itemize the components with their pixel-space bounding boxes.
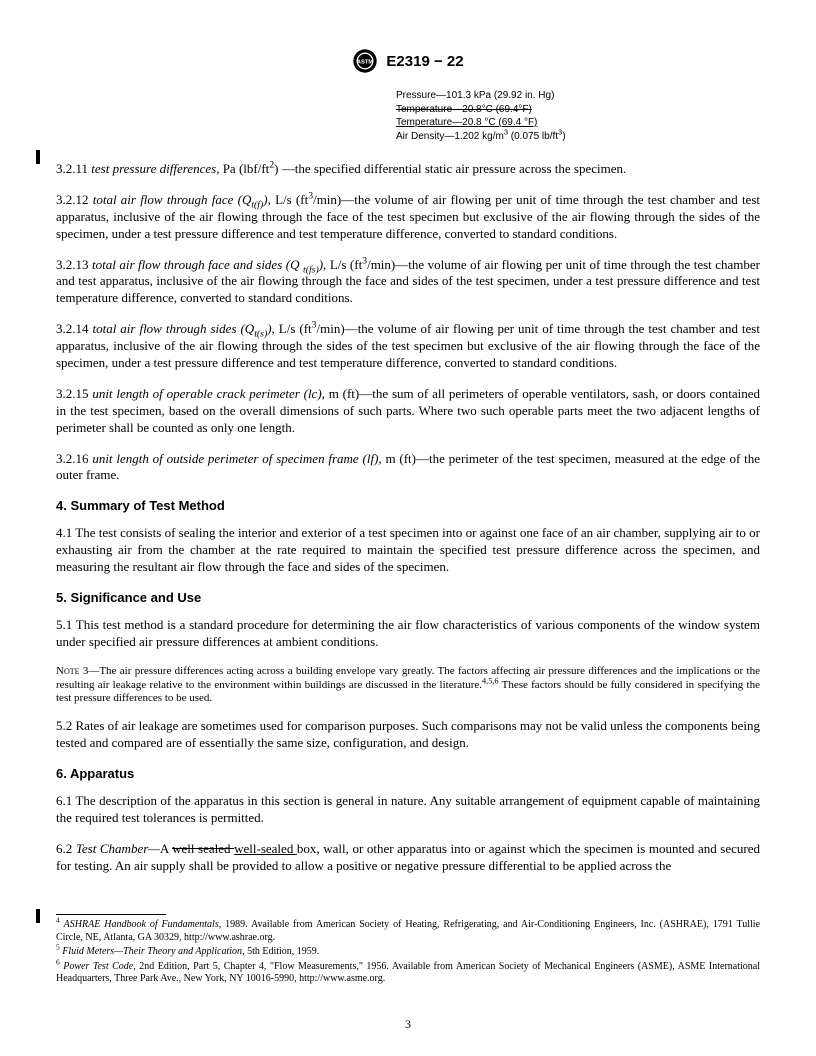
def-term-close: ),: [263, 192, 271, 207]
section-4-head: 4. Summary of Test Method: [56, 498, 760, 513]
definition-3-2-14: 3.2.14 total air flow through sides (Qt(…: [56, 321, 760, 372]
para-num: 6.2: [56, 841, 76, 856]
definition-3-2-12: 3.2.12 total air flow through face (Qt(f…: [56, 192, 760, 243]
unit-pre: Pa (lbf/ft: [219, 161, 269, 176]
def-unit: m (ft)—: [325, 386, 372, 401]
changebar: [36, 150, 40, 164]
para-underline: well-sealed: [234, 841, 297, 856]
unit-post: /min)—: [317, 321, 358, 336]
section-6-head: 6. Apparatus: [56, 766, 760, 781]
designation: E2319 − 22: [386, 53, 463, 70]
def-term: total air flow through face (Q: [93, 192, 252, 207]
unit-post: ) —: [274, 161, 295, 176]
def-unit: m (ft)—: [382, 451, 429, 466]
footnote-separator: [56, 914, 166, 915]
unit-post: /min)—: [367, 257, 408, 272]
note-label: Note 3—: [56, 665, 99, 677]
para-strike: well sealed: [172, 841, 234, 856]
para-6-2: 6.2 Test Chamber—A well sealed well-seal…: [56, 841, 760, 875]
def-term: test pressure differences,: [91, 161, 219, 176]
para-4-1: 4.1 The test consists of sealing the int…: [56, 525, 760, 576]
changebar: [36, 909, 40, 923]
para-6-1: 6.1 The description of the apparatus in …: [56, 793, 760, 827]
footnote-4: 4 ASHRAE Handbook of Fundamentals, 1989.…: [56, 919, 760, 944]
fn-title: ASHRAE Handbook of Fundamentals: [64, 919, 219, 930]
fn-title: Fluid Meters—Their Theory and Applicatio…: [62, 946, 242, 957]
air-density-tail: ): [562, 131, 565, 142]
def-term: unit length of outside perimeter of spec…: [92, 451, 381, 466]
def-num: 3.2.11: [56, 161, 91, 176]
para-term: Test Chamber—: [76, 841, 160, 856]
unit-pre: L/s (ft: [326, 257, 362, 272]
def-num: 3.2.12: [56, 192, 93, 207]
astm-logo-icon: ASTM: [352, 48, 378, 74]
svg-text:ASTM: ASTM: [357, 60, 374, 66]
definition-3-2-13: 3.2.13 total air flow through face and s…: [56, 257, 760, 308]
def-num: 3.2.13: [56, 257, 92, 272]
para-5-1: 5.1 This test method is a standard proce…: [56, 617, 760, 651]
section-5-head: 5. Significance and Use: [56, 590, 760, 605]
air-density-pre: Air Density—1.202 kg/m: [396, 131, 504, 142]
definition-3-2-11: 3.2.11 test pressure differences, Pa (lb…: [56, 161, 760, 178]
para-pre: A: [160, 841, 172, 856]
footnote-5: 5 Fluid Meters—Their Theory and Applicat…: [56, 946, 760, 959]
note-3: Note 3—The air pressure differences acti…: [56, 665, 760, 706]
para-5-2: 5.2 Rates of air leakage are sometimes u…: [56, 718, 760, 752]
unit-post: /min)—: [313, 192, 354, 207]
fn-rest: , 5th Edition, 1959.: [242, 946, 319, 957]
page-number: 3: [0, 1017, 816, 1032]
def-num: 3.2.16: [56, 451, 92, 466]
condition-air-density: Air Density—1.202 kg/m3 (0.075 lb/ft3): [396, 130, 760, 144]
page: ASTM E2319 − 22 Pressure—101.3 kPa (29.9…: [0, 0, 816, 1056]
note-sup: 4,5,6: [482, 676, 499, 685]
condition-temperature-old: Temperature—20.8°C (69.4°F): [396, 103, 760, 117]
unit-pre: L/s (ft: [271, 192, 308, 207]
def-num: 3.2.15: [56, 386, 92, 401]
air-density-post: (0.075 lb/ft: [508, 131, 558, 142]
def-term: total air flow through sides (Q: [92, 321, 254, 336]
def-num: 3.2.14: [56, 321, 92, 336]
condition-pressure: Pressure—101.3 kPa (29.92 in. Hg): [396, 89, 760, 103]
fn-title: Power Test Code: [63, 961, 133, 972]
def-body: the specified differential static air pr…: [295, 161, 627, 176]
definition-3-2-15: 3.2.15 unit length of operable crack per…: [56, 386, 760, 437]
def-term-close: ),: [267, 321, 275, 336]
page-header: ASTM E2319 − 22: [56, 48, 760, 79]
def-term: unit length of operable crack perimeter …: [92, 386, 325, 401]
definition-3-2-16: 3.2.16 unit length of outside perimeter …: [56, 451, 760, 485]
footnote-6: 6 Power Test Code, 2nd Edition, Part 5, …: [56, 961, 760, 986]
fn-rest: , 2nd Edition, Part 5, Chapter 4, "Flow …: [56, 961, 760, 985]
condition-temperature-new: Temperature—20.8 °C (69.4 °F): [396, 116, 760, 130]
def-term: total air flow through face and sides (Q: [92, 257, 303, 272]
unit-pre: L/s (ft: [275, 321, 312, 336]
standard-conditions: Pressure—101.3 kPa (29.92 in. Hg) Temper…: [396, 89, 760, 143]
